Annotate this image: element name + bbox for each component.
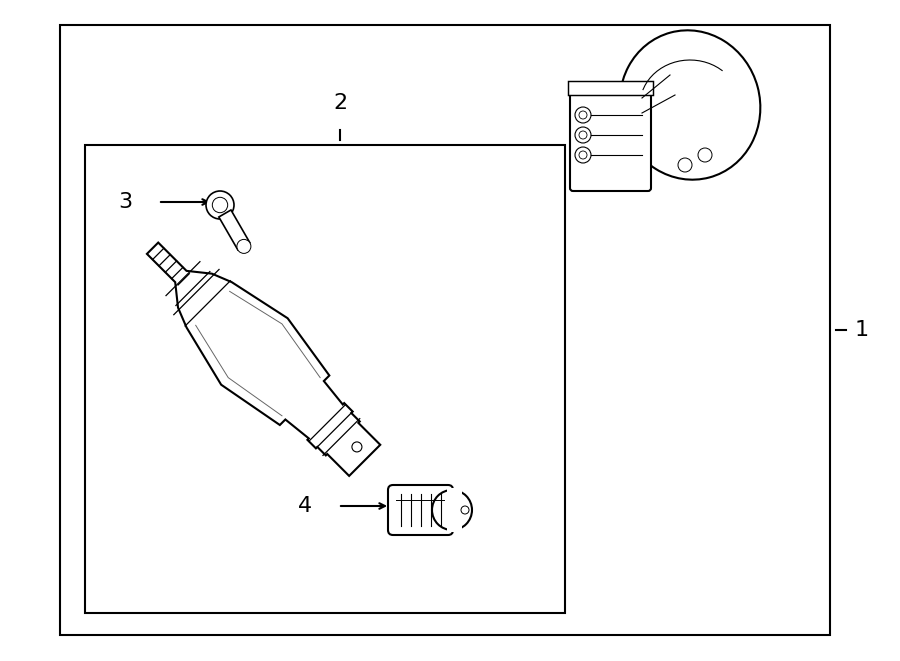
FancyBboxPatch shape: [570, 90, 651, 191]
Circle shape: [575, 127, 591, 143]
Circle shape: [579, 131, 587, 139]
Text: 1: 1: [855, 320, 869, 340]
Circle shape: [461, 506, 469, 514]
Ellipse shape: [620, 30, 760, 180]
Circle shape: [575, 107, 591, 123]
Bar: [568, 81, 653, 95]
Text: 4: 4: [298, 496, 312, 516]
Circle shape: [678, 158, 692, 172]
Bar: [60, 25, 830, 635]
Circle shape: [237, 239, 251, 253]
Polygon shape: [219, 210, 250, 250]
FancyBboxPatch shape: [388, 485, 453, 535]
Text: 3: 3: [118, 192, 132, 212]
Polygon shape: [147, 243, 381, 476]
Circle shape: [212, 197, 228, 213]
Circle shape: [698, 148, 712, 162]
Circle shape: [352, 442, 362, 452]
Circle shape: [432, 490, 472, 530]
Circle shape: [206, 191, 234, 219]
Text: 2: 2: [333, 93, 347, 113]
Circle shape: [579, 111, 587, 119]
Bar: [85, 145, 565, 613]
Bar: [447, 488, 462, 532]
Circle shape: [575, 147, 591, 163]
Circle shape: [579, 151, 587, 159]
